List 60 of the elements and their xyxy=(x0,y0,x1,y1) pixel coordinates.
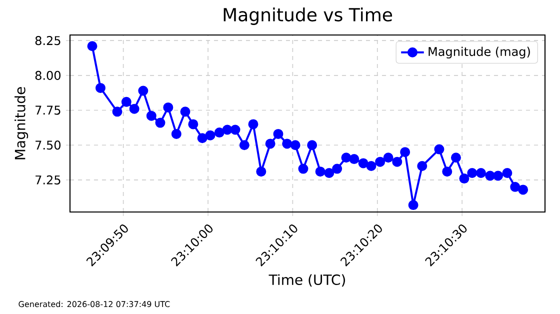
y-tick-label: 8.25 xyxy=(35,36,60,46)
point xyxy=(265,138,276,149)
legend-label: Magnitude (mag) xyxy=(428,46,530,58)
y-tick-label: 8.00 xyxy=(35,70,60,80)
point xyxy=(129,104,140,114)
point xyxy=(121,96,132,107)
y-tick-label: 7.50 xyxy=(36,140,60,150)
text: Generated: 2026-08-12 07:37:49 UTC xyxy=(18,300,170,308)
point xyxy=(282,138,292,149)
point xyxy=(239,140,250,150)
point xyxy=(485,170,496,181)
point xyxy=(205,130,216,140)
point xyxy=(383,152,394,163)
point xyxy=(112,106,122,117)
point xyxy=(138,86,148,96)
point xyxy=(188,119,198,130)
point xyxy=(434,144,444,154)
point xyxy=(375,156,386,167)
point xyxy=(349,154,360,164)
point xyxy=(290,140,300,150)
point xyxy=(358,158,368,168)
y-axis-title: Magnitude xyxy=(14,87,28,160)
point xyxy=(155,118,166,128)
point xyxy=(408,200,418,210)
point xyxy=(171,128,182,139)
point xyxy=(248,119,258,130)
point xyxy=(214,128,224,138)
point xyxy=(163,102,174,112)
point xyxy=(502,168,512,178)
point xyxy=(392,156,402,167)
point xyxy=(180,106,190,117)
point xyxy=(518,184,528,195)
point xyxy=(230,124,240,135)
point xyxy=(197,133,208,144)
point xyxy=(400,147,410,158)
point xyxy=(366,161,376,172)
point xyxy=(95,82,106,93)
point xyxy=(256,166,266,177)
point xyxy=(324,168,334,178)
y-tick-label: 7.75 xyxy=(36,106,60,115)
point xyxy=(450,152,461,163)
point xyxy=(222,124,232,135)
point xyxy=(510,182,520,192)
y-tick-label: 7.25 xyxy=(36,175,60,184)
point xyxy=(273,128,284,139)
point xyxy=(341,152,352,163)
point xyxy=(442,166,452,177)
chart-title: Magnitude vs Time xyxy=(224,8,392,25)
point xyxy=(459,174,470,184)
point xyxy=(417,161,428,172)
point xyxy=(332,164,342,174)
point xyxy=(298,164,308,174)
point xyxy=(87,41,98,52)
point xyxy=(315,166,326,177)
point xyxy=(146,110,156,121)
point xyxy=(467,168,478,178)
point xyxy=(307,140,318,150)
point xyxy=(493,170,504,181)
x-axis-title: Time (UTC) xyxy=(268,274,346,287)
point xyxy=(476,168,486,178)
